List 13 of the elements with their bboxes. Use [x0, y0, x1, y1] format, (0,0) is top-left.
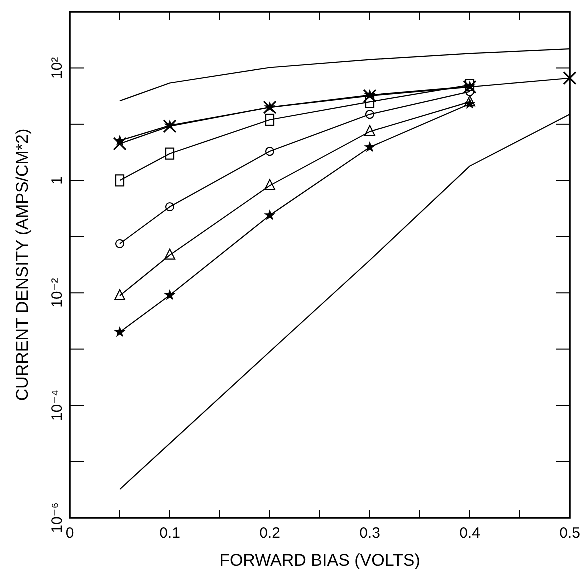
- x-tick-label: 0.4: [460, 525, 480, 542]
- x-tick-label: 0.2: [260, 525, 280, 542]
- y-tick-label: 10⁻²: [49, 278, 66, 308]
- y-tick-label: 1: [49, 176, 66, 185]
- y-tick-label: 10⁻⁶: [49, 502, 66, 534]
- x-tick-label: 0.5: [560, 525, 580, 542]
- y-tick-label: 10²: [49, 57, 66, 80]
- y-tick-label: 10⁻⁴: [49, 390, 66, 422]
- x-axis-title: FORWARD BIAS (VOLTS): [220, 551, 420, 570]
- x-tick-label: 0: [66, 525, 74, 542]
- x-tick-label: 0.1: [160, 525, 180, 542]
- x-tick-label: 0.3: [360, 525, 380, 542]
- y-axis-title: CURRENT DENSITY (AMPS/CM*2): [13, 128, 32, 402]
